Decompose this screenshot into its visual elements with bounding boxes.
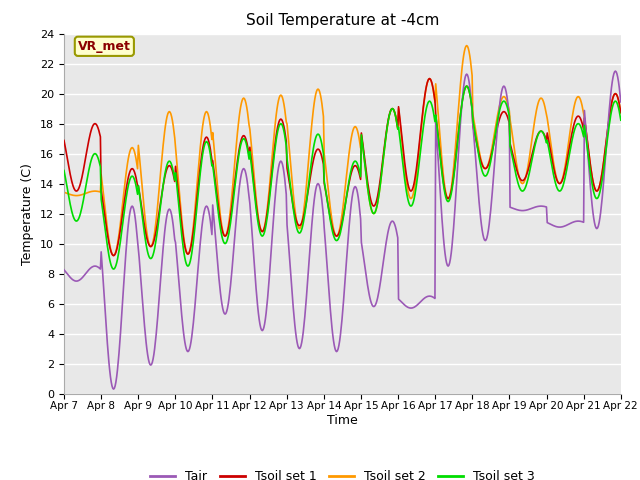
Text: VR_met: VR_met (78, 40, 131, 53)
Legend: Tair, Tsoil set 1, Tsoil set 2, Tsoil set 3: Tair, Tsoil set 1, Tsoil set 2, Tsoil se… (145, 465, 540, 480)
Y-axis label: Temperature (C): Temperature (C) (22, 163, 35, 264)
X-axis label: Time: Time (327, 414, 358, 427)
Title: Soil Temperature at -4cm: Soil Temperature at -4cm (246, 13, 439, 28)
